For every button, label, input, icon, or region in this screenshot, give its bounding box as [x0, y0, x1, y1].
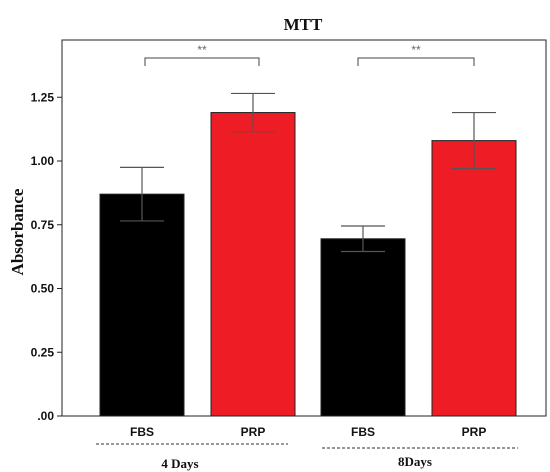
y-axis-ticks: .00 0.25 0.50 0.75 1.00 1.25 [31, 90, 62, 423]
y-tick-label: 0.50 [31, 282, 55, 296]
bar-prp-4days [210, 112, 296, 417]
x-axis-labels: FBS PRP FBS PRP [130, 425, 486, 439]
y-tick-label: 1.25 [31, 90, 55, 104]
y-axis-label: Absorbance [8, 188, 27, 275]
plot-frame [61, 39, 547, 417]
significance-brackets: ** ** [144, 43, 475, 66]
bar-fbs-4days [99, 193, 185, 417]
bar-fbs-8days [320, 238, 406, 417]
significance-label: ** [197, 43, 207, 57]
x-tick-label: PRP [241, 425, 266, 439]
group-label: 8Days [398, 454, 432, 469]
x-tick-label: FBS [351, 425, 375, 439]
significance-label: ** [411, 43, 421, 57]
x-tick-label: FBS [130, 425, 154, 439]
significance-bracket [357, 57, 475, 66]
y-tick-label: .00 [37, 409, 54, 423]
group-label: 4 Days [161, 456, 198, 471]
y-tick-label: 0.75 [31, 218, 55, 232]
group-labels: 4 Days 8Days [96, 443, 518, 471]
chart-title: MTT [284, 15, 323, 34]
bars [99, 92, 517, 417]
y-tick-label: 1.00 [31, 154, 55, 168]
y-tick-label: 0.25 [31, 345, 55, 359]
significance-bracket [144, 57, 260, 66]
x-tick-label: PRP [462, 425, 487, 439]
bar-prp-8days [431, 140, 517, 417]
